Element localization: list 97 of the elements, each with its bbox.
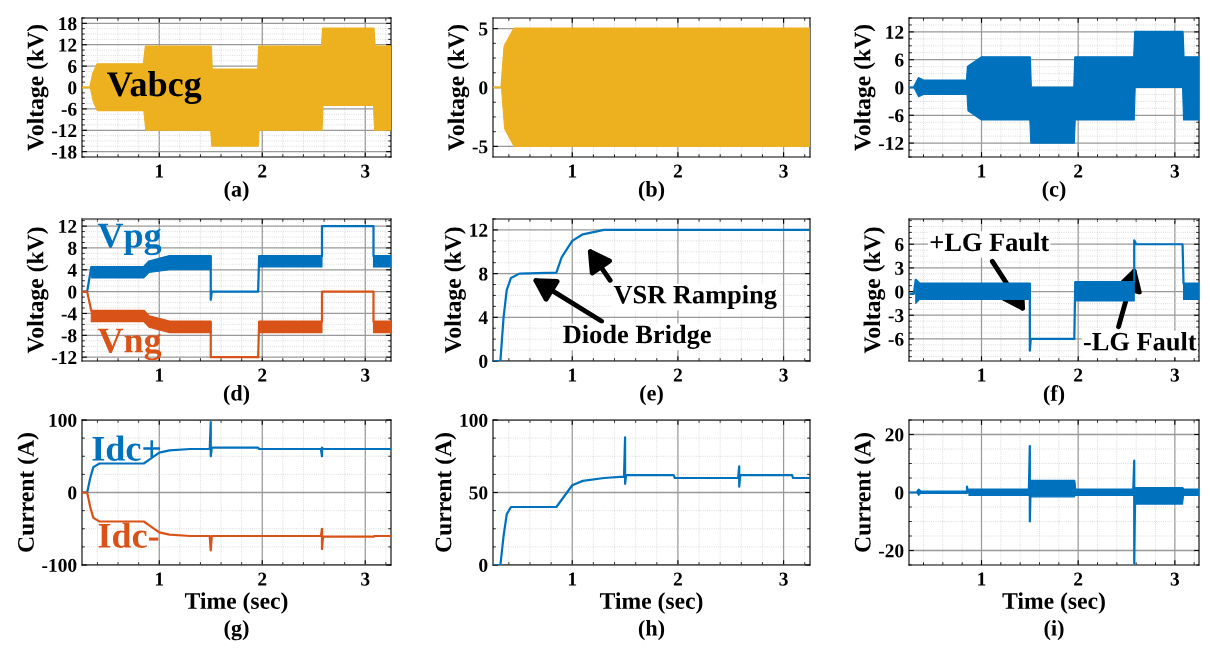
x-tick-label: 2 [258, 368, 267, 382]
y-tick-label: -20 [878, 544, 904, 558]
y-tick-label: -6 [888, 332, 904, 346]
y-tick-label: 0 [479, 81, 488, 95]
y-axis-title: Current (A) [434, 433, 457, 552]
text: (c) [1042, 181, 1066, 202]
x-tick-label: 1 [568, 164, 577, 178]
x-tick-label: 3 [361, 572, 370, 586]
x-tick-label: 2 [258, 164, 267, 178]
y-tick-label: -8 [61, 329, 77, 343]
y-tick-label: -12 [51, 351, 77, 364]
y-axis-title: Current (A) [854, 433, 876, 552]
x-tick-label: 1 [155, 368, 164, 382]
y-tick-label: -12 [878, 136, 904, 150]
x-tick-label: 1 [978, 572, 986, 586]
y-tick-label: -6 [61, 102, 77, 116]
annotation: Diode Bridge [563, 324, 711, 349]
series-label: Vpg [97, 223, 162, 256]
x-tick-label: 2 [1074, 572, 1083, 586]
y-tick-label: -3 [888, 309, 904, 323]
y-axis-title: Voltage (kV) [26, 25, 49, 151]
x-tick-label: 1 [568, 572, 577, 586]
x-tick-label: 2 [673, 572, 682, 586]
text: (e) [640, 385, 663, 406]
y-axis-title: Voltage (kV) [26, 227, 49, 354]
y-axis-title: Voltage (kV) [444, 227, 466, 354]
y-tick-label: 4 [478, 311, 488, 325]
x-tick-label: 3 [779, 368, 788, 382]
y-tick-label: 18 [59, 17, 77, 31]
x-tick-label: 1 [155, 164, 164, 178]
text: (i) [1044, 620, 1064, 641]
x-tick-label: 3 [1170, 164, 1180, 178]
y-tick-label: 8 [68, 241, 77, 255]
x-tick-label: 2 [673, 164, 682, 178]
y-tick-label: 0 [895, 81, 904, 95]
annotation: +LG Fault [930, 232, 1050, 252]
x-tick-label: 3 [361, 368, 370, 382]
y-tick-label: -12 [51, 124, 77, 138]
x-axis-title: Time (sec) [599, 592, 703, 614]
x-tick-label: 3 [361, 164, 370, 178]
y-tick-label: 12 [59, 219, 77, 233]
x-tick-label: 1 [155, 572, 164, 586]
y-tick-label: 6 [895, 238, 904, 252]
y-tick-label: 8 [479, 267, 488, 281]
y-tick-label: 12 [470, 223, 488, 237]
annotation: VSR Ramping [613, 285, 777, 310]
annotation: -LG Fault [1083, 331, 1197, 351]
y-tick-label: -18 [51, 145, 77, 159]
y-tick-label: 0 [68, 285, 77, 299]
y-tick-label: -100 [42, 558, 77, 572]
series-label: Vabcg [107, 70, 202, 105]
y-axis-title: Voltage (kV) [447, 25, 470, 151]
y-tick-label: 3 [895, 261, 904, 275]
text: (d) [223, 385, 250, 406]
series-label: Idc- [98, 522, 159, 548]
y-tick-label: -6 [888, 109, 904, 123]
y-tick-label: -5 [472, 140, 488, 154]
y-tick-label: 4 [67, 263, 77, 277]
y-tick-label: 12 [886, 25, 904, 39]
x-tick-label: 1 [568, 368, 577, 382]
text: (f) [1043, 385, 1065, 406]
text: (b) [638, 181, 665, 202]
y-tick-label: 0 [895, 486, 904, 500]
x-tick-label: 1 [978, 164, 986, 178]
series-label: Vng [97, 328, 162, 361]
y-axis-title: Voltage (kV) [853, 25, 876, 151]
y-tick-label: 0 [895, 285, 904, 299]
y-axis-title: Current (A) [17, 433, 39, 552]
x-tick-label: 2 [1074, 368, 1083, 382]
text: (h) [638, 620, 665, 641]
y-tick-label: 20 [885, 428, 904, 442]
text: (g) [224, 620, 249, 641]
x-tick-label: 2 [258, 572, 267, 586]
x-axis-title: Time (sec) [1002, 592, 1105, 614]
y-tick-label: 6 [895, 53, 904, 67]
x-tick-label: 1 [978, 368, 986, 382]
x-axis-title: Time (sec) [184, 592, 288, 614]
y-tick-label: 0 [479, 558, 488, 572]
y-axis-title: Voltage (kV) [863, 227, 886, 354]
y-tick-label: 100 [460, 413, 488, 427]
y-tick-label: 0 [68, 81, 77, 95]
text: (a) [224, 181, 249, 202]
x-tick-label: 3 [779, 164, 788, 178]
y-tick-label: 5 [479, 22, 488, 36]
y-tick-label: 0 [68, 486, 77, 500]
y-tick-label: 0 [479, 354, 488, 368]
y-tick-label: 12 [59, 38, 77, 52]
x-tick-label: 3 [1170, 368, 1180, 382]
y-tick-label: 6 [68, 59, 77, 74]
x-tick-label: 2 [1074, 164, 1083, 178]
y-tick-label: -4 [61, 307, 77, 321]
y-tick-label: 50 [469, 486, 488, 500]
series-label: Idc+ [92, 435, 161, 461]
y-tick-label: 100 [49, 413, 77, 427]
x-tick-label: 3 [779, 572, 788, 586]
x-tick-label: 2 [673, 368, 682, 382]
x-tick-label: 3 [1170, 572, 1180, 586]
